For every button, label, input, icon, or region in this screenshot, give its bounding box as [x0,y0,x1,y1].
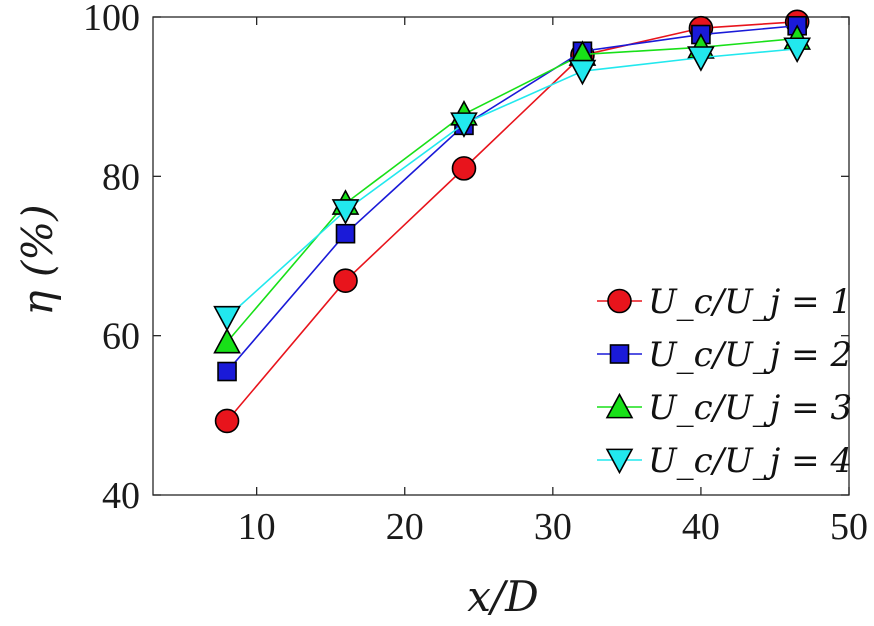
y-axis-label: η (%) [13,204,62,315]
legend-label: U_c/U_j = 1 [648,282,852,322]
data-point [331,199,360,225]
data-point [335,223,356,244]
x-axis-label: x/D [467,572,539,621]
series-layer [213,9,812,434]
data-point [783,37,812,64]
series-4 [213,37,812,332]
legend: U_c/U_j = 1 U_c/U_j = 2 U_c/U_j = 3 U_c/U_j… [597,282,852,481]
data-point [687,46,715,72]
legend-entry-4: U_c/U_j = 4 [597,441,852,481]
legend-label: U_c/U_j = 3 [648,388,852,428]
data-point [213,305,241,332]
data-point [214,408,240,434]
data-point [568,59,597,86]
y-tick-label: 60 [102,316,140,358]
legend-entry-3: U_c/U_j = 3 [597,388,852,428]
x-tick-label: 20 [386,506,424,548]
series-line [226,48,798,318]
y-tick-label: 100 [83,0,140,39]
x-tick-label: 10 [238,506,276,548]
data-point [213,327,241,354]
x-tick-label: 40 [682,506,720,548]
x-tick-label: 50 [830,506,868,548]
plot-frame [152,16,850,496]
plot-area [152,16,850,496]
data-point [217,361,237,382]
legend-marker [609,344,630,364]
y-tick-label: 40 [102,475,140,517]
data-point [451,156,477,181]
legend-marker [605,392,634,419]
axes: 10 20 30 40 50 40 60 80 100 x/D η (%) [13,0,868,621]
legend-entry-1: U_c/U_j = 1 [597,282,852,322]
y-tick-label: 80 [102,156,140,198]
data-point [333,268,358,293]
legend-marker [605,448,634,475]
legend-label: U_c/U_j = 4 [648,441,852,481]
data-point [450,112,478,138]
series-line [226,37,798,343]
legend-label: U_c/U_j = 2 [648,335,852,375]
legend-entry-2: U_c/U_j = 2 [597,335,852,375]
series-line [226,24,798,373]
legend-marker [607,288,632,314]
x-tick-label: 30 [534,506,572,548]
series-line [226,20,798,422]
